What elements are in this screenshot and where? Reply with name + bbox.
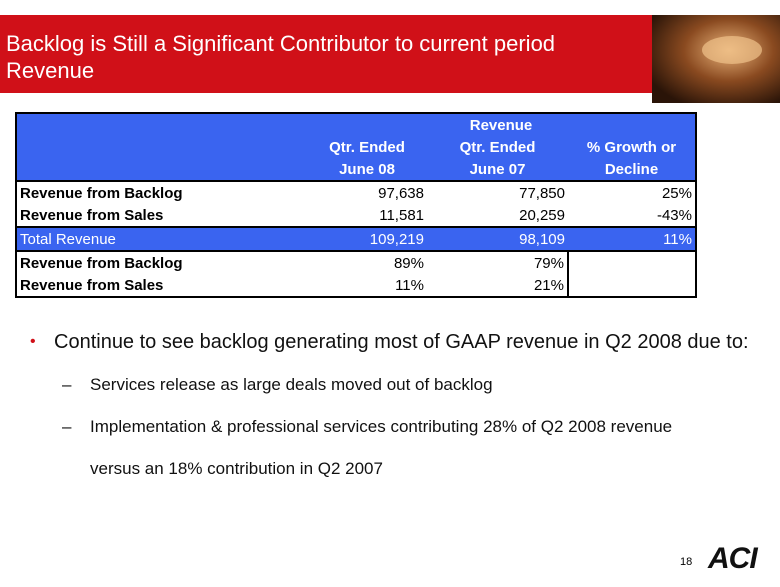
value-cell: 11% <box>568 226 696 251</box>
group-header: Revenue <box>307 113 696 136</box>
header-row: Revenue <box>16 113 696 136</box>
value-cell: -43% <box>568 204 696 227</box>
row-label: Revenue from Backlog <box>16 250 307 274</box>
value-cell: 21% <box>427 274 569 297</box>
revenue-table: Revenue Qtr. Ended Qtr. Ended% Growth or Ju… <box>15 112 697 298</box>
value-cell: 79% <box>427 250 569 274</box>
title: Backlog is Still a Significant Contribut… <box>6 30 555 84</box>
sub-bullet: Services release as large deals moved ou… <box>30 364 700 406</box>
page-number: 18 <box>680 556 693 568</box>
row-label: Total Revenue <box>16 226 307 251</box>
table-row: Total Revenue 109,219 98,109 11% <box>16 226 696 251</box>
column-header: June 07 <box>427 158 568 181</box>
value-cell: 97,638 <box>307 180 427 204</box>
title-line: Revenue <box>6 58 95 83</box>
value-cell: 109,219 <box>307 226 427 251</box>
header-band <box>0 15 780 93</box>
column-header: % Growth or <box>568 136 696 158</box>
value-cell: 25% <box>568 180 696 204</box>
cell <box>16 136 307 158</box>
title-line: Backlog is Still a Significant Contribut… <box>6 31 556 56</box>
cell <box>16 113 307 136</box>
column-header: Qtr. Ended <box>427 136 568 158</box>
cell <box>16 158 307 181</box>
value-cell: 77,850 <box>427 180 568 204</box>
bullet: Continue to see backlog generating most … <box>30 320 750 364</box>
header-photo <box>652 15 780 103</box>
column-header: Decline <box>568 158 696 181</box>
row-label: Revenue from Sales <box>16 274 307 297</box>
column-header: June 08 <box>307 158 427 181</box>
cell <box>568 250 696 274</box>
row-label: Revenue from Sales <box>16 204 307 227</box>
column-header: Qtr. Ended <box>307 136 427 158</box>
bullet-list: Continue to see backlog generating most … <box>30 320 750 490</box>
sub-bullet: Implementation & professional services c… <box>30 406 700 490</box>
value-cell: 11% <box>307 274 427 297</box>
table-row: Revenue from Sales 11,581 20,259 -43% <box>16 204 696 227</box>
table-row: Revenue from Sales 11% 21% <box>16 274 696 297</box>
value-cell: 20,259 <box>427 204 568 227</box>
header-row: June 08 June 07 Decline <box>16 158 696 181</box>
cell <box>568 274 696 297</box>
table-row: Revenue from Backlog 89% 79% <box>16 250 696 274</box>
table-row: Revenue from Backlog 97,638 77,850 25% <box>16 180 696 204</box>
logo: ACI <box>708 542 758 575</box>
value-cell: 98,109 <box>427 226 568 251</box>
header-row: Qtr. Ended Qtr. Ended% Growth or <box>16 136 696 158</box>
value-cell: 89% <box>307 250 427 274</box>
value-cell: 11,581 <box>307 204 427 227</box>
row-label: Revenue from Backlog <box>16 180 307 204</box>
